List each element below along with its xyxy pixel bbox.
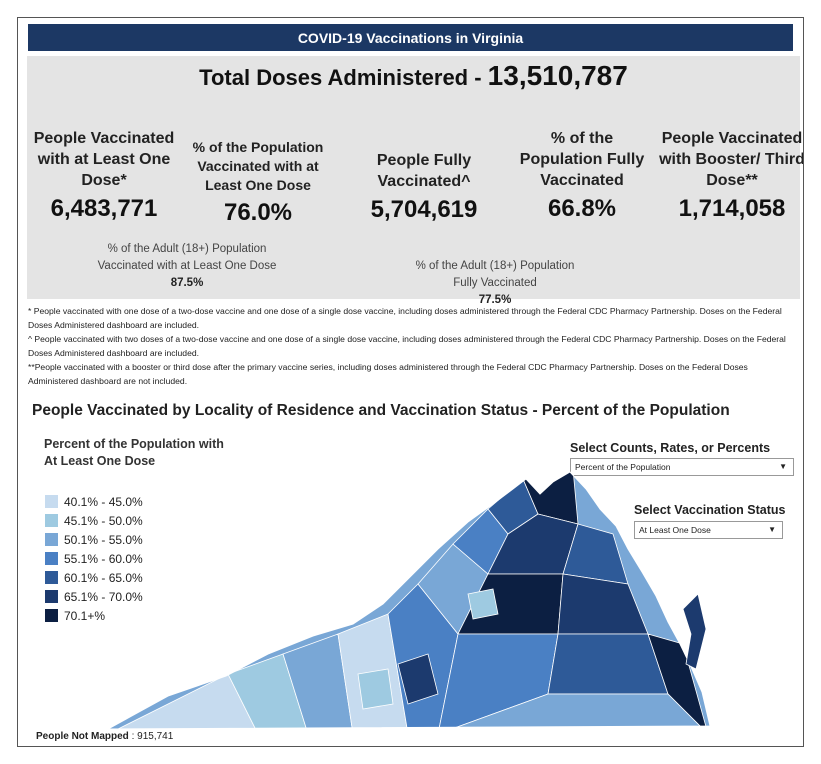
legend-label: 55.1% - 60.0%	[64, 551, 143, 566]
legend-item[interactable]: 65.1% - 70.0%	[45, 587, 143, 606]
map-legend: 40.1% - 45.0% 45.1% - 50.0% 50.1% - 55.0% 5…	[45, 492, 143, 625]
metric-value: 5,704,619	[370, 196, 478, 223]
virginia-locality-map[interactable]	[108, 464, 728, 734]
status-select[interactable]: At Least One Dose ▼	[634, 521, 783, 539]
eastern-shore-locality	[682, 593, 707, 670]
legend-swatch	[45, 571, 58, 584]
legend-label: 40.1% - 45.0%	[64, 494, 143, 509]
legend-swatch	[45, 514, 58, 527]
metric-pct-fully-vaccinated: % of the Population Fully Vaccinated 66.…	[507, 128, 657, 223]
dashboard-title: COVID-19 Vaccinations in Virginia	[28, 24, 793, 51]
legend-swatch	[45, 495, 58, 508]
measure-select-value: Percent of the Population	[575, 462, 671, 472]
adult-fully-label: % of the Adult (18+) Population Fully Va…	[415, 260, 575, 289]
legend-label: 70.1+%	[64, 608, 106, 623]
status-select-value: At Least One Dose	[639, 525, 711, 535]
adult-one-dose-label: % of the Adult (18+) Population Vaccinat…	[97, 243, 277, 272]
stats-panel: Total Doses Administered - 13,510,787 Pe…	[27, 56, 803, 306]
legend-swatch	[45, 533, 58, 546]
metric-label: % of the Population Fully Vaccinated	[519, 130, 645, 189]
legend-label: 50.1% - 55.0%	[64, 532, 143, 547]
adult-one-dose-value: 87.5%	[170, 277, 204, 289]
metric-label: People Vaccinated with at Least One Dose…	[33, 130, 175, 189]
total-doses-label: Total Doses Administered -	[199, 65, 488, 90]
metric-value: 6,483,771	[50, 195, 158, 222]
legend-label: 45.1% - 50.0%	[64, 513, 143, 528]
legend-label: 65.1% - 70.0%	[64, 589, 143, 604]
total-doses: Total Doses Administered - 13,510,787	[27, 60, 800, 92]
legend-swatch	[45, 590, 58, 603]
legend-item[interactable]: 55.1% - 60.0%	[45, 549, 143, 568]
not-mapped-label: People Not Mapped	[36, 731, 129, 742]
legend-swatch	[45, 609, 58, 622]
measure-select-label: Select Counts, Rates, or Percents	[570, 441, 771, 455]
metric-label: % of the Population Vaccinated with at L…	[192, 139, 324, 193]
adult-fully-vaccinated: % of the Adult (18+) Population Fully Va…	[405, 258, 585, 309]
metric-label: People Vaccinated with Booster/ Third Do…	[659, 130, 804, 189]
legend-item[interactable]: 50.1% - 55.0%	[45, 530, 143, 549]
metric-value: 66.8%	[547, 195, 617, 222]
legend-title: Percent of the Population with At Least …	[44, 437, 224, 468]
not-mapped-note: People Not Mapped : 915,741	[36, 731, 173, 742]
metric-value: 76.0%	[223, 199, 293, 226]
footnote: * People vaccinated with one dose of a t…	[28, 306, 782, 330]
total-doses-value: 13,510,787	[487, 60, 628, 91]
map-title: People Vaccinated by Locality of Residen…	[32, 402, 730, 419]
footnote: **People vaccinated with a booster or th…	[28, 362, 748, 386]
measure-select[interactable]: Percent of the Population ▼	[570, 458, 794, 476]
footnote: ^ People vaccinated with two doses of a …	[28, 334, 786, 358]
status-select-label: Select Vaccination Status	[634, 503, 786, 517]
dropdown-arrow-icon: ▼	[779, 462, 787, 471]
adult-fully-value: 77.5%	[478, 294, 512, 306]
metric-booster: People Vaccinated with Booster/ Third Do…	[657, 128, 804, 223]
metric-label: People Fully Vaccinated^	[376, 152, 472, 190]
dashboard-frame: COVID-19 Vaccinations in Virginia Total …	[17, 17, 804, 747]
metric-one-dose: People Vaccinated with at Least One Dose…	[29, 128, 179, 223]
not-mapped-value: : 915,741	[128, 731, 174, 742]
legend-item[interactable]: 60.1% - 65.0%	[45, 568, 143, 587]
metric-value: 1,714,058	[678, 195, 786, 222]
metric-fully-vaccinated: People Fully Vaccinated^ 5,704,619	[349, 150, 499, 224]
legend-item[interactable]: 70.1+%	[45, 606, 143, 625]
dropdown-arrow-icon: ▼	[768, 525, 776, 534]
adult-one-dose: % of the Adult (18+) Population Vaccinat…	[97, 241, 277, 292]
legend-swatch	[45, 552, 58, 565]
footnotes: * People vaccinated with one dose of a t…	[28, 304, 793, 388]
legend-item[interactable]: 45.1% - 50.0%	[45, 511, 143, 530]
legend-item[interactable]: 40.1% - 45.0%	[45, 492, 143, 511]
legend-label: 60.1% - 65.0%	[64, 570, 143, 585]
metric-pct-one-dose: % of the Population Vaccinated with at L…	[183, 138, 333, 227]
